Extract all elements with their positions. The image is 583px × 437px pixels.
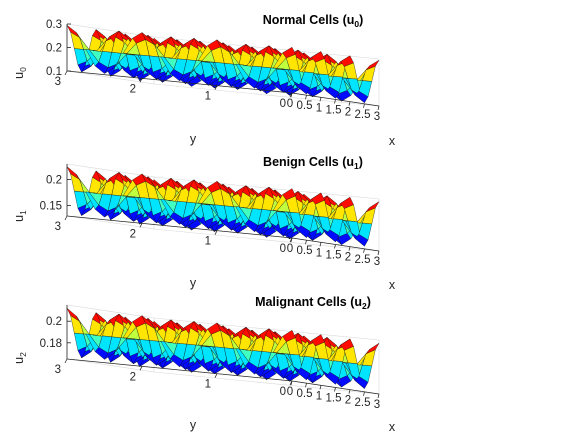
y-tick-mark xyxy=(214,373,218,378)
x-tick-label: 0.5 xyxy=(297,388,313,400)
x-tick-mark xyxy=(348,101,351,106)
y-tick-label: 3 xyxy=(55,364,61,376)
side-wall-grid xyxy=(153,176,380,252)
side-wall-grid xyxy=(153,317,380,395)
surface-mesh xyxy=(66,25,380,103)
x-tick-label: 2.5 xyxy=(355,254,371,266)
z-axis-label: u1 xyxy=(12,210,28,222)
y-tick-mark xyxy=(139,78,143,83)
x-tick-label: 1.5 xyxy=(326,105,342,117)
y-tick-mark xyxy=(214,230,218,235)
x-tick-mark xyxy=(305,383,307,388)
x-tick-label: 1 xyxy=(316,390,322,402)
z-tick-label: 0.15 xyxy=(40,201,62,213)
surface-mesh xyxy=(66,308,380,389)
y-tick-label: 1 xyxy=(205,91,211,103)
y-tick-label: 0 xyxy=(280,98,286,110)
y-tick-mark xyxy=(289,237,293,243)
subplot-title: Malignant Cells (u2) xyxy=(255,295,371,311)
x-tick-label: 3 xyxy=(374,399,380,411)
x-tick-label: 3 xyxy=(374,111,380,123)
y-tick-mark xyxy=(289,92,293,98)
x-tick-label: 2 xyxy=(345,395,351,407)
y-axis-line xyxy=(66,215,293,239)
x-tick-mark xyxy=(377,105,380,111)
y-tick-mark xyxy=(64,70,68,76)
x-tick-mark xyxy=(363,103,365,108)
y-tick-label: 2 xyxy=(130,371,136,383)
z-tick-label: 0.2 xyxy=(46,175,62,187)
y-tick-label: 0 xyxy=(280,243,286,255)
x-tick-label: 2.5 xyxy=(355,397,371,409)
x-tick-label: 1 xyxy=(316,102,322,114)
z-tick-label: 0.18 xyxy=(40,338,62,350)
z-tick-label: 0.2 xyxy=(46,316,62,328)
x-tick-label: 1.5 xyxy=(326,250,342,262)
x-tick-mark xyxy=(348,389,351,394)
y-tick-label: 2 xyxy=(130,83,136,95)
y-tick-label: 2 xyxy=(130,228,136,240)
x-tick-mark xyxy=(363,248,365,253)
x-tick-label: 2 xyxy=(345,107,351,119)
x-tick-mark xyxy=(334,244,336,249)
y-tick-mark xyxy=(64,358,68,364)
y-tick-label: 3 xyxy=(55,76,61,88)
x-axis-label: x xyxy=(389,278,396,292)
y-tick-mark xyxy=(214,85,218,90)
x-tick-mark xyxy=(319,97,322,102)
x-tick-mark xyxy=(305,95,307,100)
x-tick-mark xyxy=(348,246,351,251)
x-tick-mark xyxy=(319,242,322,247)
x-tick-label: 1 xyxy=(316,247,322,259)
x-tick-mark xyxy=(305,240,307,245)
z-tick-label: 0.1 xyxy=(46,66,62,78)
y-tick-label: 0 xyxy=(280,386,286,398)
x-axis-label: x xyxy=(389,420,396,434)
z-axis-label: u2 xyxy=(12,352,28,364)
x-tick-label: 2 xyxy=(345,252,351,264)
x-tick-mark xyxy=(363,391,365,396)
y-axis-label: y xyxy=(190,418,197,432)
surface-patch xyxy=(365,60,380,71)
x-tick-mark xyxy=(377,250,380,256)
surface-patch xyxy=(365,343,380,354)
x-tick-label: 0.5 xyxy=(297,245,313,257)
subplot-title: Benign Cells (u1) xyxy=(263,155,363,171)
z-tick-label: 0.3 xyxy=(46,19,62,31)
y-tick-label: 3 xyxy=(55,221,61,233)
x-tick-mark xyxy=(334,99,336,104)
y-tick-mark xyxy=(289,380,293,386)
y-axis-label: y xyxy=(190,276,197,290)
z-tick-label: 0.2 xyxy=(46,43,62,55)
y-axis-line xyxy=(66,358,293,382)
z-axis-label: u0 xyxy=(12,67,28,79)
x-tick-label: 0.5 xyxy=(297,100,313,112)
surface-mesh xyxy=(66,166,380,247)
x-axis-label: x xyxy=(389,134,396,148)
y-tick-mark xyxy=(139,366,143,371)
x-tick-label: 0 xyxy=(287,98,293,110)
y-axis-label: y xyxy=(190,132,197,146)
x-tick-label: 1.5 xyxy=(326,393,342,405)
y-axis-line xyxy=(66,70,293,94)
x-tick-label: 3 xyxy=(374,256,380,268)
x-tick-mark xyxy=(377,393,380,399)
subplot-title: Normal Cells (u0) xyxy=(263,13,364,29)
surface-patch xyxy=(365,201,380,212)
x-tick-label: 0 xyxy=(287,386,293,398)
y-tick-label: 1 xyxy=(205,379,211,391)
x-tick-mark xyxy=(334,387,336,392)
y-tick-label: 1 xyxy=(205,236,211,248)
y-tick-mark xyxy=(139,223,143,228)
y-tick-mark xyxy=(64,215,68,221)
x-tick-label: 2.5 xyxy=(355,109,371,121)
x-tick-mark xyxy=(319,385,322,390)
x-tick-label: 0 xyxy=(287,243,293,255)
